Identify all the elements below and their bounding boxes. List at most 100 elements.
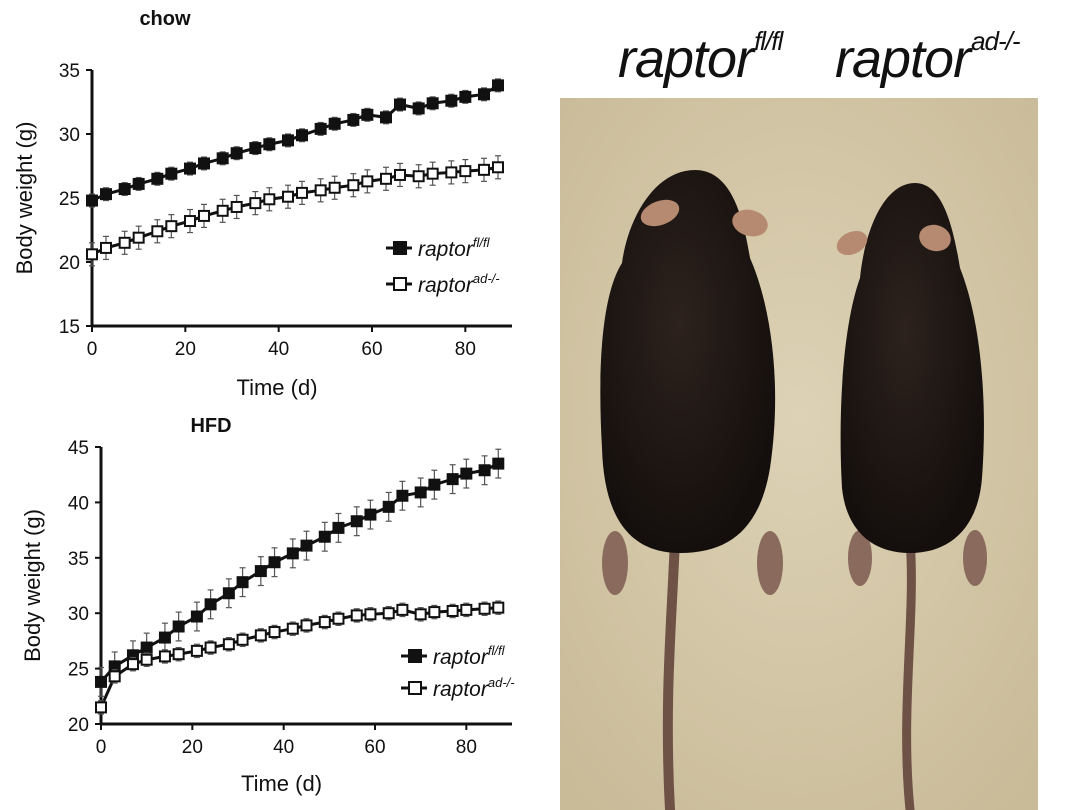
data-point: [380, 111, 392, 124]
data-point: [296, 186, 308, 199]
legend-label-sup: ad-/-: [473, 271, 500, 286]
legend-label: raptorad-/-: [433, 675, 515, 701]
data-point: [172, 648, 185, 661]
mouse-left-tail: [662, 533, 680, 810]
x-tick-label: 60: [361, 339, 382, 360]
data-point: [445, 166, 458, 179]
data-point: [380, 172, 392, 185]
legend-label-base: raptor: [418, 274, 474, 297]
data-point: [428, 606, 441, 619]
data-point: [118, 236, 131, 249]
data-point: [222, 587, 235, 600]
data-point: [396, 603, 409, 616]
mouse-left: [600, 170, 783, 810]
x-tick-label: 60: [364, 737, 385, 758]
data-point: [204, 598, 217, 611]
data-point: [446, 473, 459, 486]
data-point: [300, 539, 313, 552]
data-point: [382, 607, 395, 620]
data-point: [426, 167, 439, 180]
data-point: [412, 102, 425, 115]
data-point: [318, 616, 331, 629]
series-fl/fl: [86, 78, 504, 208]
data-point: [328, 181, 341, 194]
y-tick-label: 30: [68, 604, 89, 625]
data-point: [108, 670, 121, 683]
photo-title: raptorfl/fl raptorad-/-: [600, 26, 1070, 89]
data-point: [254, 629, 267, 642]
data-point: [249, 142, 262, 155]
data-point: [184, 215, 196, 228]
data-point: [132, 231, 145, 244]
data-point: [394, 168, 406, 181]
legend-marker: [408, 681, 422, 695]
photo-title-right-sup: ad-/-: [971, 26, 1020, 56]
data-point: [198, 209, 210, 222]
data-point: [396, 489, 409, 502]
data-point: [478, 464, 491, 477]
photo-title-left-sup: fl/fl: [754, 26, 783, 56]
charts-panel: chow 15 20 25 30 35 0 20 40 60 80 Time (d) Body weig…: [12, 8, 515, 796]
legend-marker: [408, 649, 422, 663]
data-point: [428, 478, 441, 491]
data-point: [286, 547, 299, 560]
data-point: [412, 170, 425, 183]
data-point: [492, 161, 504, 174]
mouse-left-ear: [732, 209, 768, 237]
data-point: [492, 457, 505, 470]
data-point: [118, 183, 131, 196]
y-tick-label: 15: [59, 317, 80, 338]
x-tick-label: 20: [182, 737, 203, 758]
data-point: [95, 675, 107, 688]
data-point: [184, 162, 196, 175]
data-point: [230, 200, 243, 213]
data-point: [140, 653, 153, 666]
data-point: [478, 602, 491, 615]
data-point: [263, 193, 276, 206]
y-axis-label: Body weight (g): [20, 509, 45, 662]
data-point: [364, 508, 377, 521]
mouse-right-hindfoot: [963, 530, 987, 586]
data-point: [328, 117, 341, 130]
mouse-right-ear: [919, 224, 951, 252]
mouse-right: [836, 183, 987, 810]
photo-title-left-base: raptor: [618, 29, 754, 89]
y-tick-label: 20: [59, 253, 80, 274]
data-point: [446, 604, 459, 617]
x-axis-label: Time (d): [241, 771, 322, 796]
mouse-right-ear: [836, 230, 868, 256]
legend-label: raptorad-/-: [418, 271, 500, 297]
data-point: [347, 113, 360, 126]
y-tick-label: 20: [68, 715, 89, 736]
data-point: [230, 147, 243, 160]
data-point: [478, 163, 490, 176]
data-point: [414, 486, 427, 499]
data-point: [382, 500, 395, 513]
legend-label-sup: ad-/-: [488, 675, 515, 690]
y-tick-label: 45: [68, 438, 89, 459]
mouse-left-hindfoot: [602, 531, 628, 595]
data-point: [300, 619, 313, 632]
data-point: [100, 241, 112, 254]
y-tick-label: 30: [59, 125, 80, 146]
data-point: [126, 658, 139, 671]
data-point: [165, 220, 178, 233]
mouse-right-body: [840, 183, 984, 553]
x-tick-label: 40: [273, 737, 294, 758]
data-point: [86, 248, 98, 261]
data-point: [492, 601, 505, 614]
y-tick-label: 35: [68, 549, 89, 570]
series-ad-/-: [86, 155, 504, 267]
chart-0: chow 15 20 25 30 35 0 20 40 60 80 Time (d) Body weig…: [12, 8, 512, 400]
data-point: [282, 190, 294, 203]
data-point: [426, 97, 439, 110]
x-tick-label: 0: [87, 339, 98, 360]
x-axis-label: Time (d): [236, 375, 317, 400]
legend-marker: [393, 277, 407, 291]
data-point: [314, 184, 327, 197]
data-point: [198, 157, 210, 170]
data-point: [350, 609, 363, 622]
mice-photo: [560, 98, 1038, 810]
data-point: [296, 129, 308, 142]
mouse-left-body: [600, 170, 776, 553]
